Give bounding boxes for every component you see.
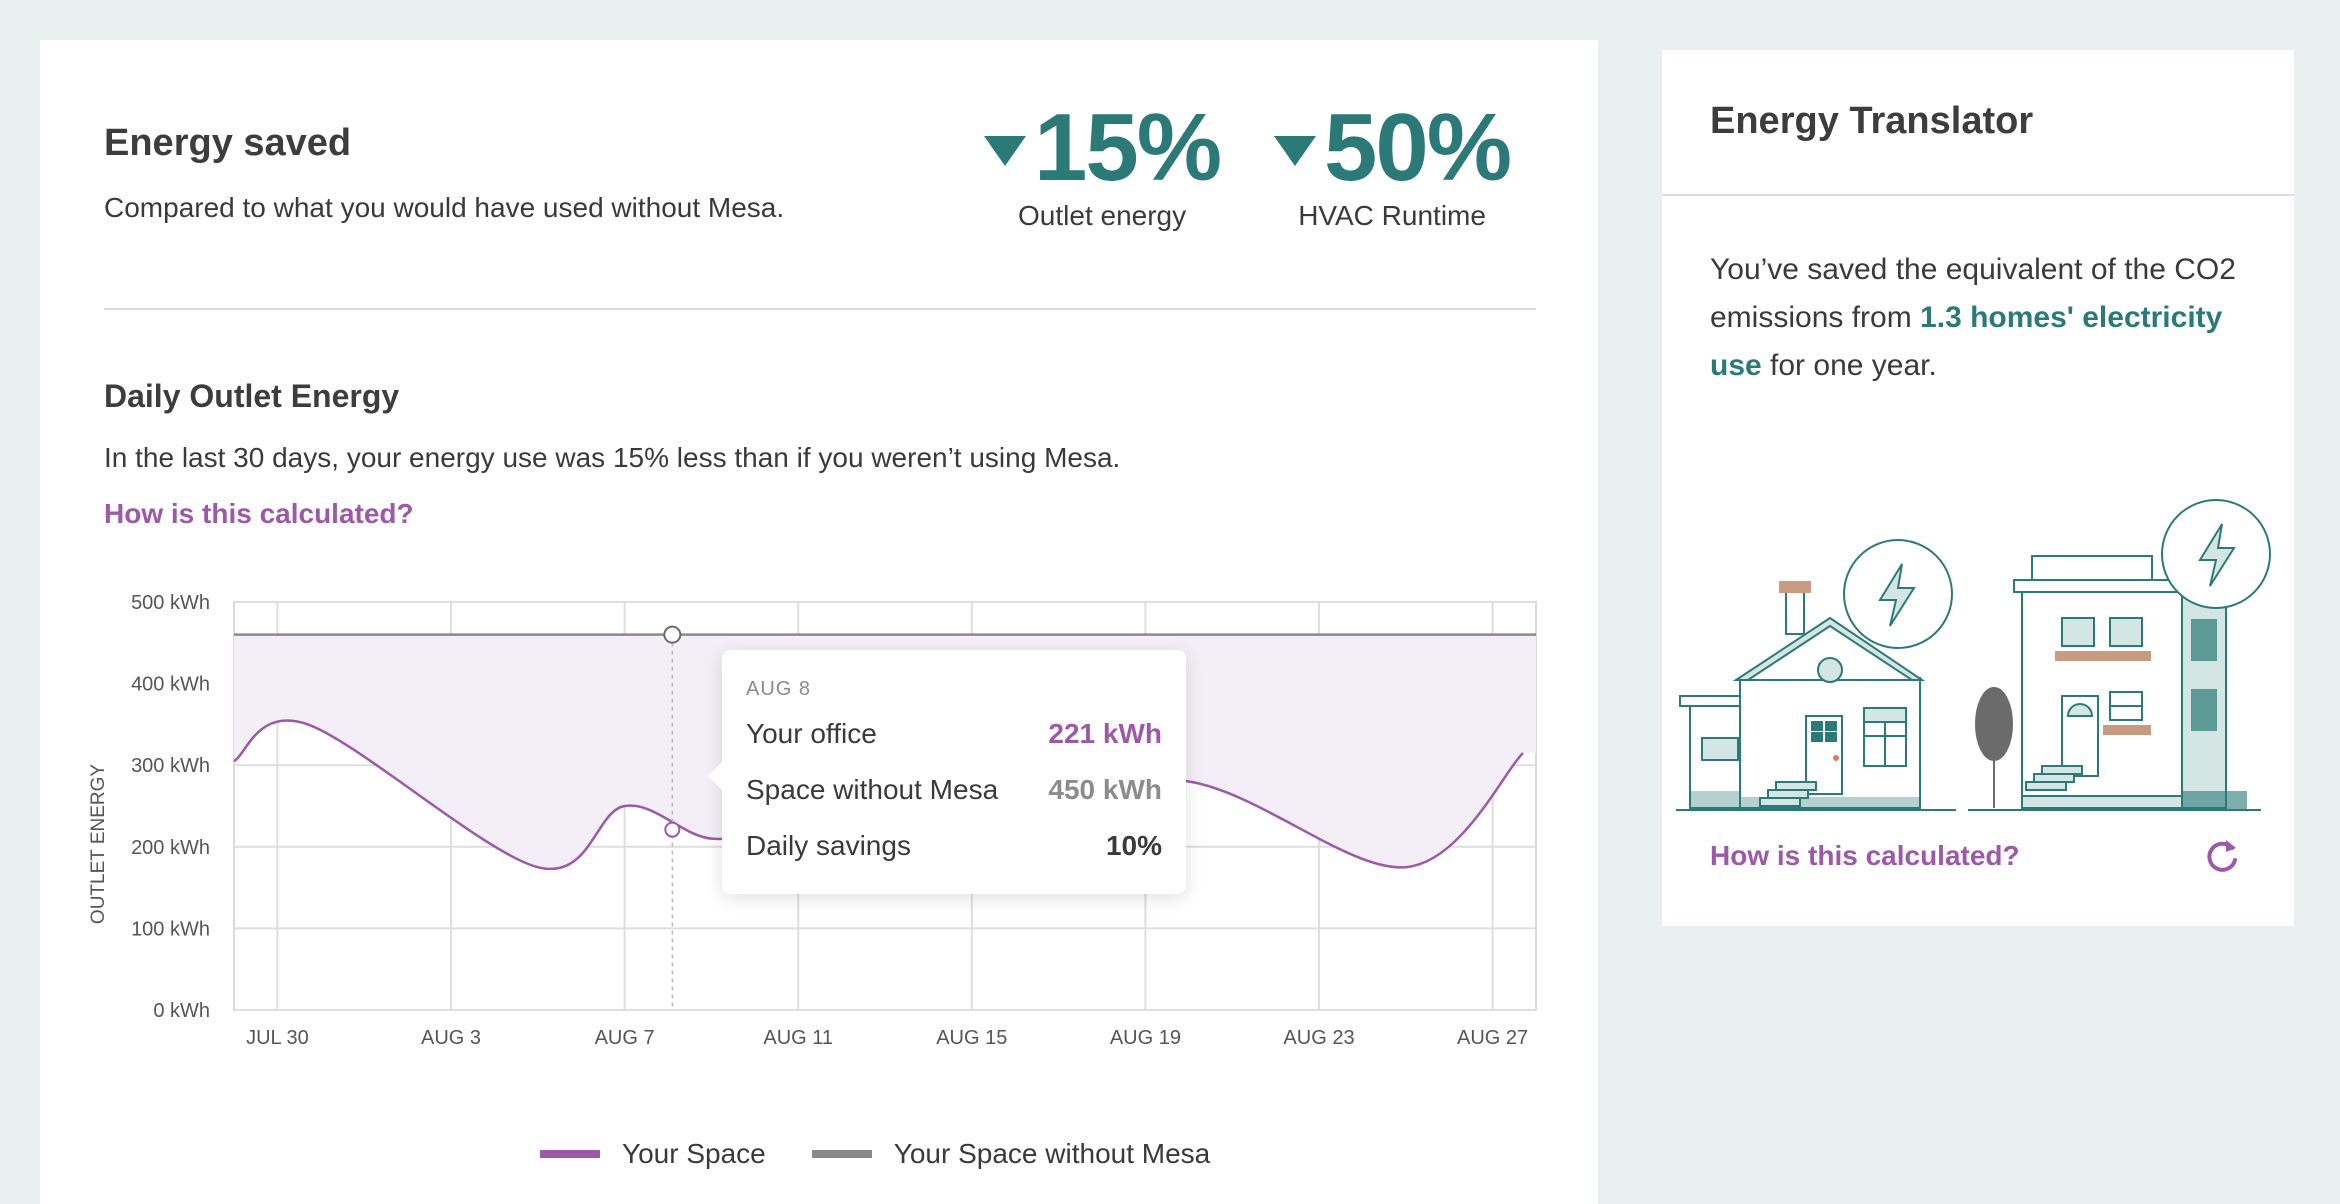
x-tick-label: AUG 15: [936, 1027, 1007, 1049]
y-tick-label: 500 kWh: [131, 592, 210, 614]
x-tick-label: AUG 19: [1110, 1027, 1181, 1049]
tooltip-value: 10%: [1105, 830, 1162, 861]
metric-hvac-runtime-value: 50%: [1324, 94, 1512, 201]
y-axis-label: OUTLET ENERGY: [88, 764, 109, 924]
legend-swatch: [540, 1150, 600, 1158]
metric-outlet-energy-label: Outlet energy: [1018, 200, 1187, 231]
chart-ticks: 0 kWh 100 kWh 200 kWh 300 kWh 400 kWh 500 kWh…: [131, 592, 1528, 1049]
energy-translator-card: Energy Translator You’ve saved the equiv…: [1662, 50, 2294, 926]
tooltip-row-your-office: Your office 221 kWh: [746, 718, 1162, 750]
metric-hvac-runtime-label: HVAC Runtime: [1298, 200, 1486, 231]
chart-highlight: [663, 625, 682, 1010]
daily-outlet-energy-chart[interactable]: 0 kWh 100 kWh 200 kWh 300 kWh 400 kWh 500 kWh…: [40, 40, 1598, 1204]
x-tick-label: JUL 30: [246, 1027, 309, 1049]
metric-hvac-runtime: 50% HVAC Runtime: [1274, 94, 1512, 232]
highlight-point-your-space: [664, 821, 681, 838]
energy-saved-card: Energy saved Compared to what you would …: [40, 40, 1598, 1204]
daily-outlet-energy-description: In the last 30 days, your energy use was…: [104, 442, 1121, 473]
translator-text: You’ve saved the equivalent of the CO2 e…: [1710, 246, 2250, 390]
chart-tooltip: AUG 8 Your office 221 kWh Space without …: [708, 650, 1186, 894]
y-tick-label: 400 kWh: [131, 674, 210, 696]
metric-outlet-energy: 15% Outlet energy: [984, 94, 1222, 232]
highlight-point-without-mesa: [663, 625, 682, 644]
energy-saved-title: Energy saved: [104, 122, 352, 164]
down-triangle-icon: [984, 136, 1026, 166]
legend-label: Your Space: [622, 1138, 766, 1169]
y-tick-label: 0 kWh: [153, 1000, 210, 1022]
tooltip-value: 221 kWh: [1048, 718, 1162, 749]
translator-text-before: You’ve saved the equivalent of the CO2 e…: [1710, 253, 2236, 334]
legend-item-your-space[interactable]: Your Space: [540, 1138, 766, 1170]
refresh-icon[interactable]: [2202, 836, 2242, 876]
daily-outlet-energy-title: Daily Outlet Energy: [104, 378, 400, 414]
tooltip-label: Daily savings: [746, 830, 911, 861]
translator-highlight: 1.3 homes' electricity use: [1710, 301, 2223, 382]
legend-label: Your Space without Mesa: [893, 1138, 1211, 1169]
y-tick-label: 100 kWh: [131, 918, 210, 940]
tooltip-date: AUG 8: [746, 678, 812, 700]
translator-divider: [1662, 194, 2294, 196]
metric-outlet-energy-value: 15%: [1034, 94, 1222, 201]
x-tick-label: AUG 23: [1283, 1027, 1354, 1049]
tooltip-row-daily-savings: Daily savings 10%: [746, 830, 1162, 862]
tooltip-label: Space without Mesa: [746, 774, 999, 805]
tooltip-value: 450 kWh: [1048, 774, 1162, 805]
x-tick-label: AUG 27: [1457, 1027, 1528, 1049]
chart-legend: Your Space Your Space without Mesa: [540, 1138, 1256, 1170]
how-calculated-link[interactable]: How is this calculated?: [104, 498, 414, 529]
legend-item-without-mesa[interactable]: Your Space without Mesa: [811, 1138, 1211, 1170]
x-tick-label: AUG 11: [763, 1027, 833, 1049]
x-tick-label: AUG 3: [421, 1027, 481, 1049]
translator-how-calculated-link[interactable]: How is this calculated?: [1710, 840, 2020, 871]
tooltip-label: Your office: [746, 718, 877, 749]
tooltip-row-without-mesa: Space without Mesa 450 kWh: [746, 774, 1162, 806]
translator-text-after: for one year.: [1761, 349, 1937, 382]
section-divider: [104, 308, 1536, 310]
energy-saved-subtitle: Compared to what you would have used wit…: [104, 192, 785, 223]
y-tick-label: 200 kWh: [131, 837, 210, 859]
y-tick-label: 300 kWh: [131, 755, 210, 777]
x-tick-label: AUG 7: [595, 1027, 655, 1049]
energy-translator-title: Energy Translator: [1710, 100, 2034, 142]
houses-illustration: [1676, 499, 2271, 811]
tooltip-arrow: [708, 760, 724, 792]
legend-swatch: [811, 1150, 872, 1158]
down-triangle-icon: [1274, 136, 1316, 166]
